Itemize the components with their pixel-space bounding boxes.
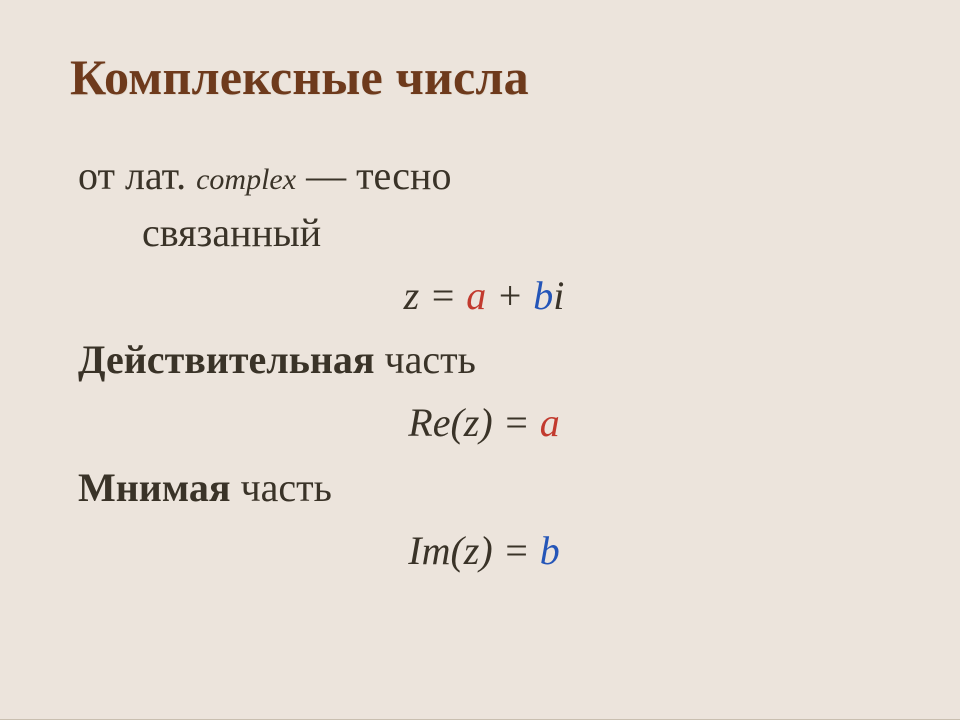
real-part-label: Действительная часть bbox=[78, 332, 890, 389]
etymology-line-1: от лат. complex — тесно bbox=[78, 148, 890, 205]
imag-part-rest: часть bbox=[230, 465, 331, 510]
formula-a: a bbox=[466, 273, 486, 318]
im-eq: = bbox=[493, 528, 540, 573]
formula-plus: + bbox=[486, 273, 533, 318]
slide: Комплексные числа от лат. complex — тесн… bbox=[0, 0, 960, 720]
re-eq: = bbox=[493, 400, 540, 445]
etym-rest2: связанный bbox=[142, 210, 321, 255]
imag-part-label: Мнимая часть bbox=[78, 460, 890, 517]
real-part-bold: Действительная bbox=[78, 337, 375, 382]
formula-z: z bbox=[404, 273, 420, 318]
imag-part-bold: Мнимая bbox=[78, 465, 230, 510]
etym-from: от лат. bbox=[78, 153, 196, 198]
etym-latin: complex bbox=[196, 163, 296, 196]
etym-dash: — bbox=[296, 153, 356, 198]
slide-content: от лат. complex — тесно связанный z = a … bbox=[70, 148, 890, 580]
etym-rest1: тесно bbox=[356, 153, 451, 198]
slide-title: Комплексные числа bbox=[70, 48, 890, 106]
im-b: b bbox=[540, 528, 560, 573]
real-part-formula: Re(z) = a bbox=[78, 395, 890, 452]
re-symbol: Re(z) bbox=[408, 400, 492, 445]
formula-i: i bbox=[553, 273, 564, 318]
formula-b: b bbox=[533, 273, 553, 318]
re-a: a bbox=[540, 400, 560, 445]
im-symbol: Im(z) bbox=[408, 528, 492, 573]
formula-main: z = a + bi bbox=[78, 268, 890, 325]
formula-eq: = bbox=[419, 273, 466, 318]
real-part-rest: часть bbox=[375, 337, 476, 382]
imag-part-formula: Im(z) = b bbox=[78, 523, 890, 580]
etymology-line-2: связанный bbox=[78, 205, 890, 262]
